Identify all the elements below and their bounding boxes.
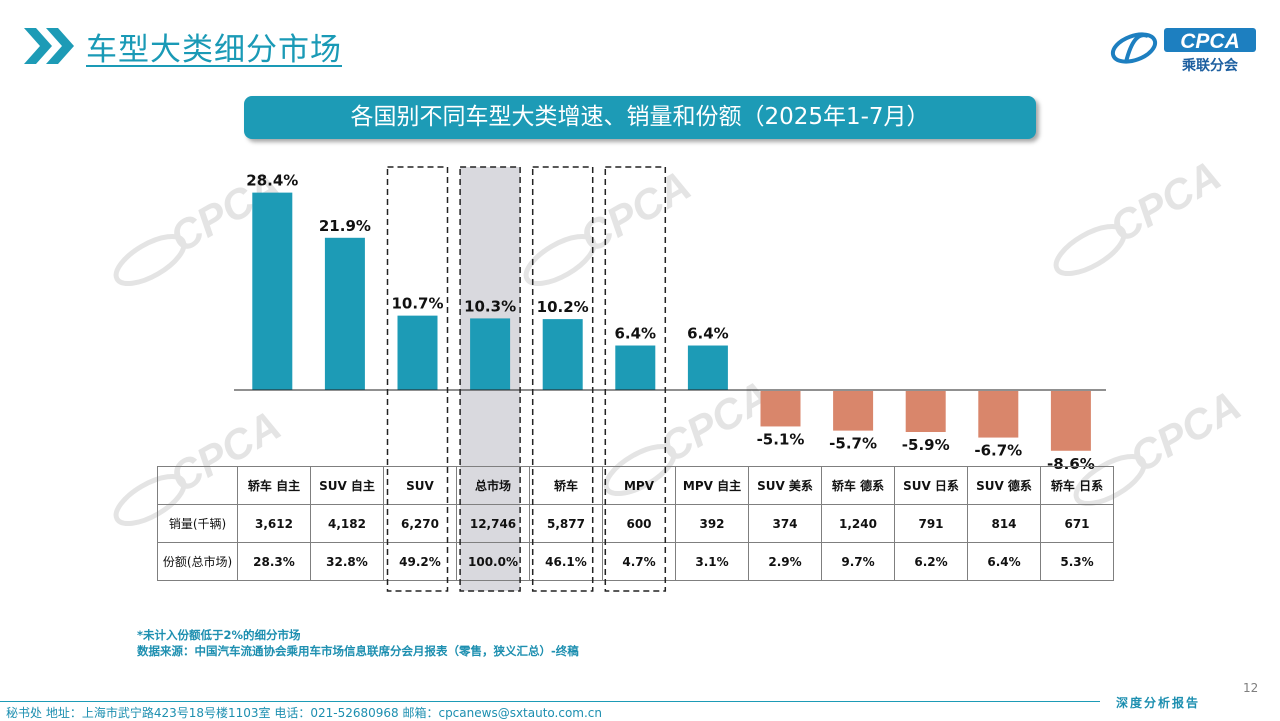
bar xyxy=(978,391,1019,438)
table-header-cell: MPV xyxy=(602,466,676,505)
table-header-cell: SUV 德系 xyxy=(967,466,1041,505)
table-cell: 6.4% xyxy=(967,542,1041,581)
logo-brand-text: CPCA xyxy=(1180,30,1240,53)
table-header-cell: SUV 自主 xyxy=(310,466,384,505)
table-header-cell: SUV 美系 xyxy=(748,466,822,505)
bar xyxy=(1050,391,1091,451)
data-label: -5.1% xyxy=(757,430,805,448)
table-header-cell: SUV 日系 xyxy=(894,466,968,505)
table-cell: 100.0% xyxy=(456,542,530,581)
data-label: 10.2% xyxy=(537,298,589,316)
footnotes: *未计入份额低于2%的细分市场 数据来源：中国汽车流通协会乘用车市场信息联席分会… xyxy=(137,627,579,659)
data-label: -5.7% xyxy=(829,435,877,453)
data-label: -6.7% xyxy=(974,442,1022,460)
table-cell: 392 xyxy=(675,504,749,543)
bar xyxy=(252,192,293,390)
chart-title-banner: 各国别不同车型大类增速、销量和份额（2025年1-7月） xyxy=(244,96,1036,139)
data-table: 轿车 自主 SUV 自主 SUV 总市场 轿车 MPV MPV 自主 SUV 美… xyxy=(157,466,1114,581)
table-cell: 32.8% xyxy=(310,542,384,581)
table-cell: 4.7% xyxy=(602,542,676,581)
table-header-cell: 轿车 xyxy=(529,466,603,505)
footer-contact: 秘书处 地址：上海市武宁路423号18号楼1103室 电话：021-526809… xyxy=(6,706,603,720)
table-row-label: 份额(总市场) xyxy=(157,542,238,581)
table-cell: 46.1% xyxy=(529,542,603,581)
data-label: -5.9% xyxy=(902,436,950,454)
table-cell: 1,240 xyxy=(821,504,895,543)
table-cell: 49.2% xyxy=(383,542,457,581)
logo-subtitle-text: 乘联分会 xyxy=(1181,57,1239,74)
table-cell: 374 xyxy=(748,504,822,543)
data-label: 6.4% xyxy=(614,325,656,343)
footer-divider xyxy=(0,701,1100,702)
table-row-share: 份额(总市场) 28.3% 32.8% 49.2% 100.0% 46.1% 4… xyxy=(157,542,1114,581)
table-cell: 4,182 xyxy=(310,504,384,543)
table-cell: 600 xyxy=(602,504,676,543)
table-cell: 671 xyxy=(1040,504,1114,543)
bar xyxy=(687,345,728,390)
bar xyxy=(760,391,801,427)
bar xyxy=(542,319,583,390)
table-cell: 6,270 xyxy=(383,504,457,543)
table-header-cell: 轿车 日系 xyxy=(1040,466,1114,505)
table-cell: 791 xyxy=(894,504,968,543)
table-header-cell: 总市场 xyxy=(456,466,530,505)
data-label: 6.4% xyxy=(687,325,729,343)
bar xyxy=(905,391,946,433)
bar xyxy=(324,237,365,390)
table-header-row: 轿车 自主 SUV 自主 SUV 总市场 轿车 MPV MPV 自主 SUV 美… xyxy=(157,466,1114,505)
table-cell: 9.7% xyxy=(821,542,895,581)
cpca-logo-icon: CPCA 乘联分会 xyxy=(1110,28,1256,74)
table-row-label: 销量(千辆) xyxy=(157,504,238,543)
table-header-cell: 轿车 德系 xyxy=(821,466,895,505)
double-chevron-icon xyxy=(24,28,74,64)
table-cell: 3.1% xyxy=(675,542,749,581)
data-label: 21.9% xyxy=(319,217,371,235)
footnote-data-source: 数据来源：中国汽车流通协会乘用车市场信息联席分会月报表（零售，狭义汇总）-终稿 xyxy=(137,644,579,658)
bar xyxy=(397,315,438,390)
table-cell: 5.3% xyxy=(1040,542,1114,581)
table-corner-cell xyxy=(157,466,238,505)
footer-report-label: 深度分析报告 xyxy=(1116,696,1201,710)
table-cell: 3,612 xyxy=(237,504,311,543)
data-label: 10.7% xyxy=(391,295,443,313)
bar xyxy=(470,318,511,390)
table-cell: 12,746 xyxy=(456,504,530,543)
data-label: 10.3% xyxy=(464,297,516,315)
bar xyxy=(833,391,874,431)
page-title: 车型大类细分市场 xyxy=(86,32,342,68)
table-cell: 5,877 xyxy=(529,504,603,543)
table-row-sales: 销量(千辆) 3,612 4,182 6,270 12,746 5,877 60… xyxy=(157,504,1114,543)
table-cell: 814 xyxy=(967,504,1041,543)
table-cell: 28.3% xyxy=(237,542,311,581)
table-cell: 2.9% xyxy=(748,542,822,581)
footnote-share-threshold: *未计入份额低于2%的细分市场 xyxy=(137,628,301,642)
table-header-cell: MPV 自主 xyxy=(675,466,749,505)
bar xyxy=(615,345,656,390)
data-label: 28.4% xyxy=(246,172,298,190)
page-number: 12 xyxy=(1243,681,1259,695)
table-header-cell: 轿车 自主 xyxy=(237,466,311,505)
table-cell: 6.2% xyxy=(894,542,968,581)
table-header-cell: SUV xyxy=(383,466,457,505)
